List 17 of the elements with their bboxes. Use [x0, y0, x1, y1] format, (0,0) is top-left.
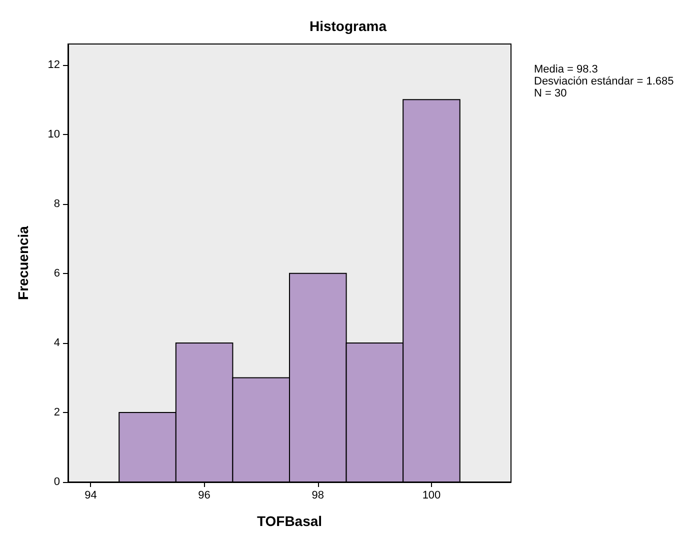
y-tick-label: 8 — [54, 198, 60, 210]
text: Desviación estándar = 1.685 — [534, 76, 674, 88]
x-tick-label: 94 — [84, 490, 97, 502]
x-tick-label: 98 — [312, 490, 324, 502]
y-tick-label: 0 — [54, 476, 60, 488]
text: Media = 98.3 — [534, 64, 598, 76]
y-tick-label: 2 — [54, 406, 60, 418]
y-tick-label: 6 — [54, 267, 60, 280]
x-tick-label: 100 — [422, 490, 441, 502]
text: N = 30 — [534, 88, 567, 100]
y-tick-label: 10 — [48, 128, 60, 140]
chart-title: Histograma — [309, 18, 387, 34]
y-tick-label: 12 — [48, 58, 60, 71]
y-axis-title: Frecuencia — [15, 226, 31, 300]
x-tick-label: 96 — [198, 490, 210, 502]
y-tick-label: 4 — [54, 336, 60, 349]
x-axis-title: TOFBasal — [256, 513, 322, 529]
